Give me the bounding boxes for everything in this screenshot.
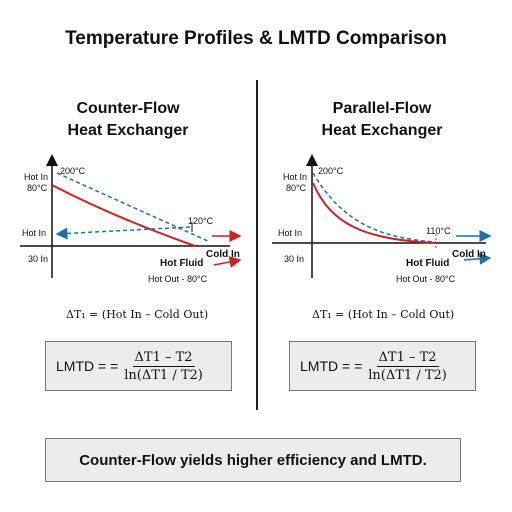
parallel-flow-plot: [272, 154, 492, 278]
hot-fluid-curve: [51, 184, 196, 247]
cold-fluid-line: [56, 172, 211, 243]
left-lmtd-numerator: ΔT1 – T2: [132, 349, 195, 367]
left-lmtd-label: LMTD = =: [56, 358, 119, 374]
right-temp-200-label: 200°C: [318, 166, 344, 176]
cold-fluid-curve: [312, 172, 437, 243]
counter-flow-heading-line1: Counter-Flow: [76, 100, 180, 117]
left-hot-in-mid-label: Hot In: [22, 228, 47, 238]
right-temp-80-label: 80°C: [286, 183, 307, 193]
counter-flow-plot: [20, 154, 242, 278]
left-30-in-label: 30 In: [28, 254, 49, 264]
left-lmtd-box: LMTD = = ΔT1 – T2 ln(ΔT1 / T2): [45, 341, 232, 391]
right-cold-in-label: Cold In: [452, 249, 486, 260]
left-lmtd-denominator: ln(ΔT1 / T2): [124, 367, 203, 383]
counter-flow-heading-line2: Heat Exchanger: [67, 122, 189, 139]
right-hot-in-mid-label: Hot In: [278, 228, 303, 238]
right-hot-in-top-label: Hot In: [283, 172, 308, 182]
parallel-flow-heading-line2: Heat Exchanger: [321, 122, 443, 139]
hot-fluid-curve: [312, 182, 437, 244]
right-30-in-label: 30 In: [284, 254, 305, 264]
left-temp-200-label: 200°C: [60, 166, 86, 176]
hot-out-arrow: [463, 252, 492, 265]
hot-out-arrow: [213, 256, 242, 268]
right-lmtd-denominator: ln(ΔT1 / T2): [368, 367, 447, 383]
left-temp-80-label: 80°C: [27, 183, 48, 193]
right-delta-t-formula: ΔT₁ = (Hot In – Cold Out): [312, 308, 455, 321]
left-hot-in-top-label: Hot In: [24, 172, 49, 182]
right-temp-110-label: 110°C: [426, 226, 451, 236]
left-hot-fluid-label: Hot Fluid: [160, 258, 204, 269]
left-temp-120-label: 120°C: [188, 216, 214, 226]
right-lmtd-label: LMTD = =: [300, 358, 363, 374]
counter-flow-heading: Counter-Flow Heat Exchanger: [28, 98, 228, 142]
parallel-flow-heading-line1: Parallel-Flow: [332, 100, 432, 117]
right-hot-fluid-label: Hot Fluid: [406, 258, 450, 269]
left-cold-in-label: Cold In: [206, 249, 240, 260]
page-title: Temperature Profiles & LMTD Comparison: [65, 28, 447, 49]
right-lmtd-box: LMTD = = ΔT1 – T2 ln(ΔT1 / T2): [289, 341, 476, 391]
left-delta-t-formula: ΔT₁ = (Hot In – Cold Out): [66, 308, 209, 321]
right-hot-out-label: Hot Out - 80°C: [396, 274, 456, 284]
conclusion-banner: Counter-Flow yields higher efficiency an…: [45, 438, 461, 482]
center-divider: [256, 80, 258, 410]
right-lmtd-fraction: ΔT1 – T2 ln(ΔT1 / T2): [368, 350, 447, 383]
parallel-flow-heading: Parallel-Flow Heat Exchanger: [282, 98, 482, 142]
right-lmtd-numerator: ΔT1 – T2: [376, 349, 439, 367]
left-hot-out-label: Hot Out - 80°C: [148, 274, 208, 284]
left-lmtd-fraction: ΔT1 – T2 ln(ΔT1 / T2): [124, 350, 203, 383]
cold-return-line: [55, 226, 191, 240]
